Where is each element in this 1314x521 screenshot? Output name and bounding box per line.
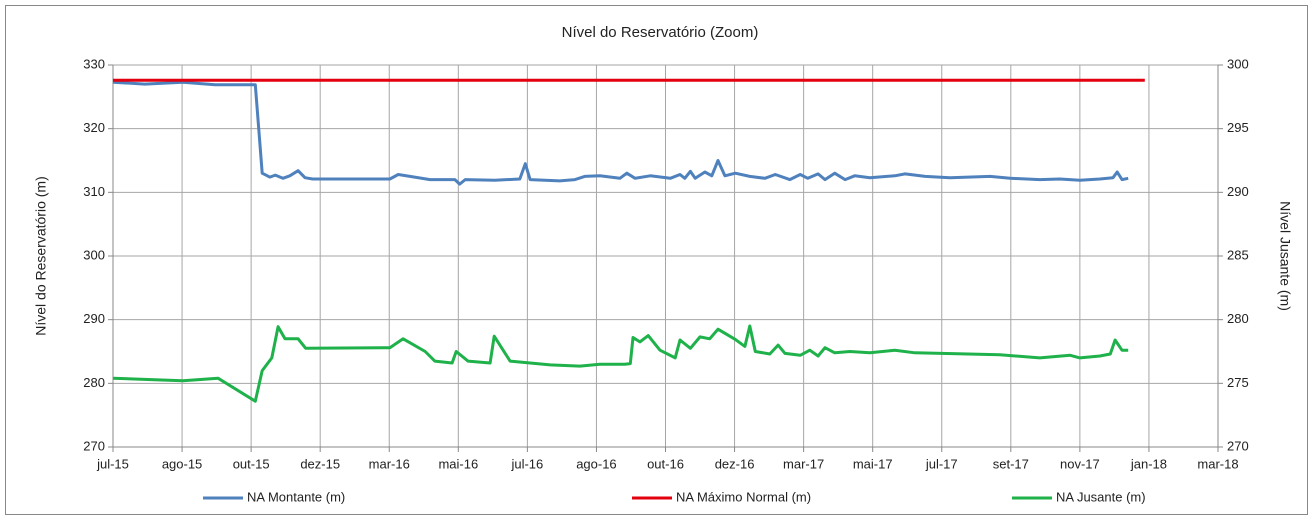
series-line — [112, 324, 1129, 403]
y-tick-label: 290 — [83, 311, 105, 326]
x-tick-label: dez-16 — [715, 456, 755, 471]
y2-tick-label: 290 — [1227, 184, 1249, 199]
y-tick-label: 300 — [83, 247, 105, 262]
x-tick-label: dez-15 — [300, 456, 340, 471]
y2-tick-label: 285 — [1227, 247, 1249, 262]
x-tick-label: out-15 — [233, 456, 270, 471]
y2-tick-label: 300 — [1227, 56, 1249, 71]
y-tick-label: 270 — [83, 438, 105, 453]
chart-title: Nível do Reservatório (Zoom) — [562, 24, 759, 41]
y-tick-label: 320 — [83, 120, 105, 135]
x-tick-label: ago-15 — [162, 456, 202, 471]
x-tick-label: mar-16 — [369, 456, 410, 471]
legend-label: NA Montante (m) — [247, 489, 345, 504]
y-axis-label: Nível do Reservatório (m) — [33, 176, 49, 336]
x-tick-label: set-17 — [993, 456, 1029, 471]
x-tick-label: ago-16 — [576, 456, 616, 471]
y-tick-label: 280 — [83, 375, 105, 390]
x-tick-label: mar-18 — [1197, 456, 1238, 471]
y2-tick-label: 275 — [1227, 375, 1249, 390]
series-line — [112, 80, 1129, 186]
y-tick-label: 310 — [83, 184, 105, 199]
x-tick-label: jul-15 — [96, 456, 129, 471]
y-tick-label: 330 — [83, 56, 105, 71]
y2-tick-label: 295 — [1227, 120, 1249, 135]
legend-label: NA Máximo Normal (m) — [676, 489, 811, 504]
x-tick-label: mai-17 — [853, 456, 893, 471]
y2-axis-label: Nível Jusante (m) — [1277, 201, 1293, 311]
x-tick-label: jan-18 — [1130, 456, 1167, 471]
y2-tick-label: 270 — [1227, 438, 1249, 453]
x-tick-label: mar-17 — [783, 456, 824, 471]
x-tick-label: out-16 — [647, 456, 684, 471]
x-tick-label: jul-16 — [510, 456, 543, 471]
legend-label: NA Jusante (m) — [1056, 489, 1146, 504]
chart-border — [5, 5, 1308, 515]
x-tick-label: jul-17 — [925, 456, 958, 471]
y2-tick-label: 280 — [1227, 311, 1249, 326]
x-tick-label: nov-17 — [1060, 456, 1100, 471]
x-tick-label: mai-16 — [438, 456, 478, 471]
